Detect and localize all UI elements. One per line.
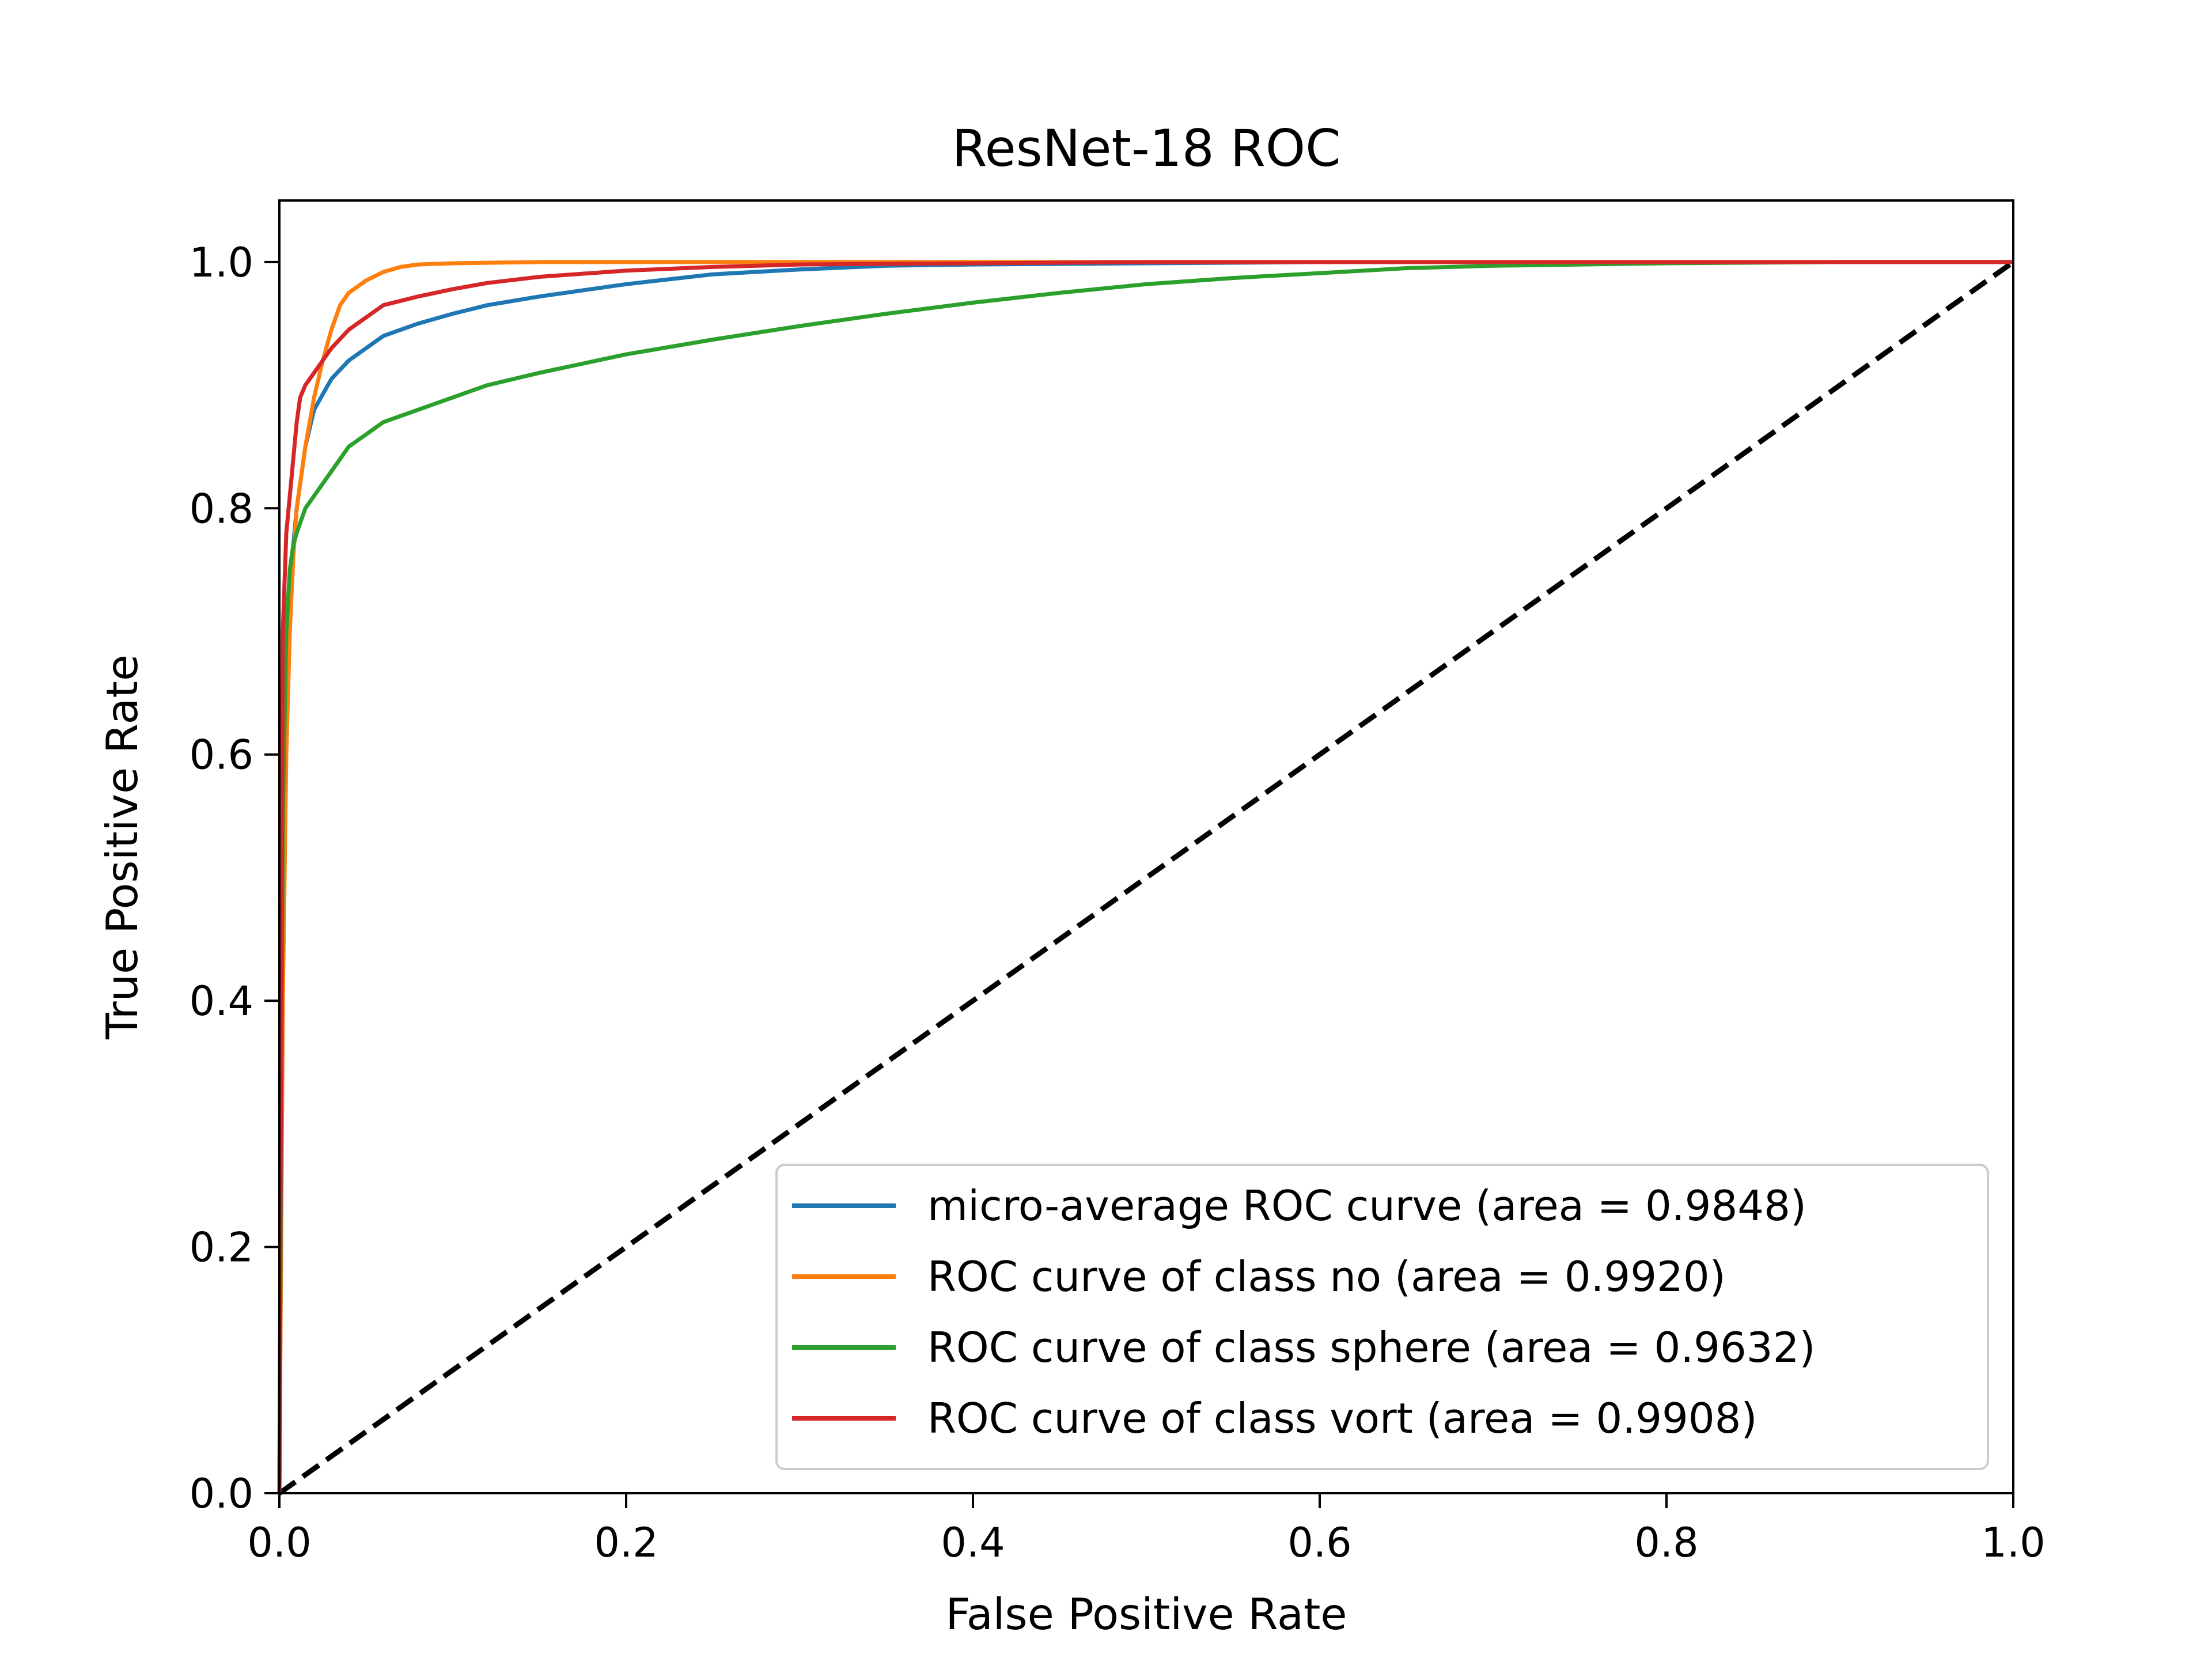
y-tick-label: 0.4 (190, 978, 253, 1025)
y-axis: 0.0 0.2 0.4 0.6 0.8 1.0 (190, 239, 279, 1517)
y-tick-label: 0.0 (190, 1470, 253, 1517)
y-tick-label: 0.6 (190, 732, 253, 779)
chart-title: ResNet-18 ROC (952, 119, 1340, 178)
legend-label: micro-average ROC curve (area = 0.9848) (927, 1182, 1806, 1230)
x-axis: 0.0 0.2 0.4 0.6 0.8 1.0 (247, 1493, 2046, 1566)
x-tick-label: 0.8 (1634, 1519, 1698, 1566)
legend-label: ROC curve of class vort (area = 0.9908) (927, 1394, 1758, 1443)
x-tick-label: 0.0 (247, 1519, 311, 1566)
legend: micro-average ROC curve (area = 0.9848) R… (775, 1164, 1989, 1470)
x-tick-label: 0.2 (594, 1519, 658, 1566)
legend-label: ROC curve of class sphere (area = 0.9632… (927, 1323, 1816, 1372)
legend-label: ROC curve of class no (area = 0.9920) (927, 1252, 1726, 1301)
series-line-1 (277, 260, 2013, 1494)
diagonal-layer (278, 260, 2015, 1496)
series-layer (277, 260, 2013, 1494)
x-tick-label: 1.0 (1981, 1519, 2045, 1566)
y-tick-label: 0.2 (190, 1224, 253, 1271)
y-tick-label: 1.0 (190, 239, 253, 286)
plot-frame (278, 199, 2014, 1494)
legend-items: micro-average ROC curve (area = 0.9848) R… (792, 1182, 1816, 1443)
series-line-3 (277, 260, 2013, 1494)
x-tick-label: 0.4 (941, 1519, 1005, 1566)
series-line-2 (277, 260, 2013, 1494)
y-tick-label: 0.8 (190, 485, 253, 532)
x-tick-label: 0.6 (1287, 1519, 1351, 1566)
y-axis-title: True Positive Rate (97, 654, 147, 1040)
x-axis-title: False Positive Rate (945, 1589, 1347, 1640)
chance-diagonal-line (278, 260, 2015, 1496)
legend-frame (775, 1164, 1989, 1470)
